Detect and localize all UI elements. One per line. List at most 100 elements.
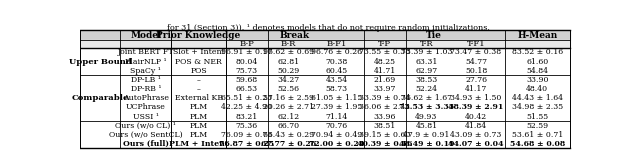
Text: Break: Break bbox=[280, 31, 310, 40]
Text: 41.71: 41.71 bbox=[374, 67, 396, 75]
Text: 76.87 ± 0.25: 76.87 ± 0.25 bbox=[219, 140, 274, 148]
Text: 33.39 ± 0.74: 33.39 ± 0.74 bbox=[359, 94, 410, 102]
Text: 41.84: 41.84 bbox=[465, 122, 487, 130]
Text: Joint BERT FT: Joint BERT FT bbox=[118, 48, 174, 56]
Text: B-P: B-P bbox=[239, 40, 254, 48]
Text: 58.73: 58.73 bbox=[326, 85, 348, 93]
Text: 38.53: 38.53 bbox=[415, 76, 438, 84]
Text: 41.17: 41.17 bbox=[465, 85, 487, 93]
Text: PLM: PLM bbox=[189, 103, 208, 111]
Text: 75.36: 75.36 bbox=[236, 122, 258, 130]
Text: 20.26 ± 2.71: 20.26 ± 2.71 bbox=[263, 103, 314, 111]
Text: 52.59: 52.59 bbox=[526, 122, 548, 130]
Text: T-F1: T-F1 bbox=[467, 40, 485, 48]
Text: 75.73: 75.73 bbox=[236, 67, 258, 75]
Text: B-F1: B-F1 bbox=[326, 40, 347, 48]
Text: 59.68: 59.68 bbox=[236, 76, 258, 84]
Text: 96.76 ± 0.26: 96.76 ± 0.26 bbox=[311, 48, 362, 56]
Text: 67.77 ± 0.26: 67.77 ± 0.26 bbox=[261, 140, 316, 148]
Text: 60.45: 60.45 bbox=[326, 67, 348, 75]
Text: 61.05 ± 1.15: 61.05 ± 1.15 bbox=[311, 94, 362, 102]
Text: AutoPhrase: AutoPhrase bbox=[123, 94, 169, 102]
Text: Upper Bound: Upper Bound bbox=[68, 58, 132, 66]
Text: 45.81: 45.81 bbox=[415, 122, 438, 130]
Text: SpaCy ¹: SpaCy ¹ bbox=[131, 67, 161, 75]
Text: 52.24: 52.24 bbox=[415, 85, 437, 93]
Text: 62.97: 62.97 bbox=[415, 67, 438, 75]
Bar bbox=[80, 30, 570, 40]
Text: 54.68 ± 0.08: 54.68 ± 0.08 bbox=[509, 140, 565, 148]
Text: 80.04: 80.04 bbox=[236, 58, 258, 66]
Text: 83.52 ± 0.16: 83.52 ± 0.16 bbox=[512, 48, 563, 56]
Text: Model: Model bbox=[130, 31, 161, 40]
Text: USSI ¹: USSI ¹ bbox=[133, 113, 159, 121]
Text: 54.84: 54.84 bbox=[526, 67, 548, 75]
Text: 66.53: 66.53 bbox=[236, 85, 258, 93]
Bar bbox=[80, 40, 570, 48]
Text: 38.51: 38.51 bbox=[374, 122, 396, 130]
Text: 83.21: 83.21 bbox=[236, 113, 258, 121]
Text: 62.12: 62.12 bbox=[277, 113, 300, 121]
Text: 71.14: 71.14 bbox=[325, 113, 348, 121]
Text: 61.60: 61.60 bbox=[526, 58, 548, 66]
Text: 34.27: 34.27 bbox=[277, 76, 300, 84]
Text: 33.96: 33.96 bbox=[373, 113, 396, 121]
Text: 65.51 ± 0.23: 65.51 ± 0.23 bbox=[221, 94, 272, 102]
Text: 66.43 ± 0.29: 66.43 ± 0.29 bbox=[263, 131, 314, 139]
Text: POS & NER: POS & NER bbox=[175, 58, 222, 66]
Text: PLM + Intent: PLM + Intent bbox=[169, 140, 228, 148]
Text: 34.98 ± 2.35: 34.98 ± 2.35 bbox=[512, 103, 563, 111]
Text: 76.09 ± 0.73: 76.09 ± 0.73 bbox=[221, 131, 272, 139]
Text: –: – bbox=[196, 76, 200, 84]
Text: 40.39 ± 0.16: 40.39 ± 0.16 bbox=[357, 140, 412, 148]
Text: B-R: B-R bbox=[281, 40, 296, 48]
Text: 70.76: 70.76 bbox=[326, 122, 348, 130]
Text: 36.62 ± 1.67: 36.62 ± 1.67 bbox=[401, 94, 452, 102]
Text: 42.25 ± 4.90: 42.25 ± 4.90 bbox=[221, 103, 272, 111]
Text: T-P: T-P bbox=[378, 40, 391, 48]
Text: 47.9 ± 0.91: 47.9 ± 0.91 bbox=[403, 131, 450, 139]
Text: 54.77: 54.77 bbox=[465, 58, 487, 66]
Text: 73.47 ± 0.38: 73.47 ± 0.38 bbox=[451, 48, 502, 56]
Text: 96.62 ± 0.69: 96.62 ± 0.69 bbox=[263, 48, 314, 56]
Text: 27.76: 27.76 bbox=[465, 76, 487, 84]
Text: 66.70: 66.70 bbox=[277, 122, 300, 130]
Text: 57.16 ± 2.59: 57.16 ± 2.59 bbox=[263, 94, 314, 102]
Text: 72.00 ± 0.24: 72.00 ± 0.24 bbox=[309, 140, 364, 148]
Text: Ours (w/o SentCL): Ours (w/o SentCL) bbox=[109, 131, 182, 139]
Text: External KB: External KB bbox=[175, 94, 223, 102]
Text: 48.25: 48.25 bbox=[374, 58, 396, 66]
Text: –: – bbox=[196, 85, 200, 93]
Text: 21.69: 21.69 bbox=[374, 76, 396, 84]
Text: PLM: PLM bbox=[189, 131, 208, 139]
Text: for 31 (Section 3)). ¹ denotes models that do not require random initializations: for 31 (Section 3)). ¹ denotes models th… bbox=[166, 24, 490, 32]
Text: 50.18: 50.18 bbox=[465, 67, 487, 75]
Text: Ours (full): Ours (full) bbox=[123, 140, 169, 148]
Text: 48.49 ± 0.19: 48.49 ± 0.19 bbox=[399, 140, 454, 148]
Text: PLM: PLM bbox=[189, 122, 208, 130]
Text: Slot + Intent: Slot + Intent bbox=[173, 48, 225, 56]
Text: 43.54: 43.54 bbox=[326, 76, 348, 84]
Text: 73.55 ± 0.38: 73.55 ± 0.38 bbox=[359, 48, 410, 56]
Text: Prior Knowledge: Prior Knowledge bbox=[156, 31, 241, 40]
Text: 44.43 ± 1.64: 44.43 ± 1.64 bbox=[512, 94, 563, 102]
Text: 49.93: 49.93 bbox=[415, 113, 438, 121]
Text: 70.38: 70.38 bbox=[325, 58, 348, 66]
Text: 44.07 ± 0.04: 44.07 ± 0.04 bbox=[448, 140, 504, 148]
Text: 36.06 ± 2.42: 36.06 ± 2.42 bbox=[359, 103, 410, 111]
Text: 33.97: 33.97 bbox=[373, 85, 396, 93]
Text: POS: POS bbox=[190, 67, 207, 75]
Text: Comparable: Comparable bbox=[72, 94, 129, 102]
Text: 73.53 ± 3.33: 73.53 ± 3.33 bbox=[399, 103, 454, 111]
Text: 96.91 ± 0.17: 96.91 ± 0.17 bbox=[221, 48, 272, 56]
Text: 43.09 ± 0.73: 43.09 ± 0.73 bbox=[451, 131, 502, 139]
Text: 34.93 ± 1.50: 34.93 ± 1.50 bbox=[451, 94, 502, 102]
Text: 53.61 ± 0.71: 53.61 ± 0.71 bbox=[511, 131, 563, 139]
Text: FlairNLP ¹: FlairNLP ¹ bbox=[125, 58, 166, 66]
Text: 33.90: 33.90 bbox=[526, 76, 548, 84]
Text: DP-RB ¹: DP-RB ¹ bbox=[131, 85, 161, 93]
Text: 48.39 ± 2.91: 48.39 ± 2.91 bbox=[449, 103, 504, 111]
Text: 52.56: 52.56 bbox=[278, 85, 300, 93]
Text: 48.40: 48.40 bbox=[526, 85, 548, 93]
Text: 62.81: 62.81 bbox=[277, 58, 300, 66]
